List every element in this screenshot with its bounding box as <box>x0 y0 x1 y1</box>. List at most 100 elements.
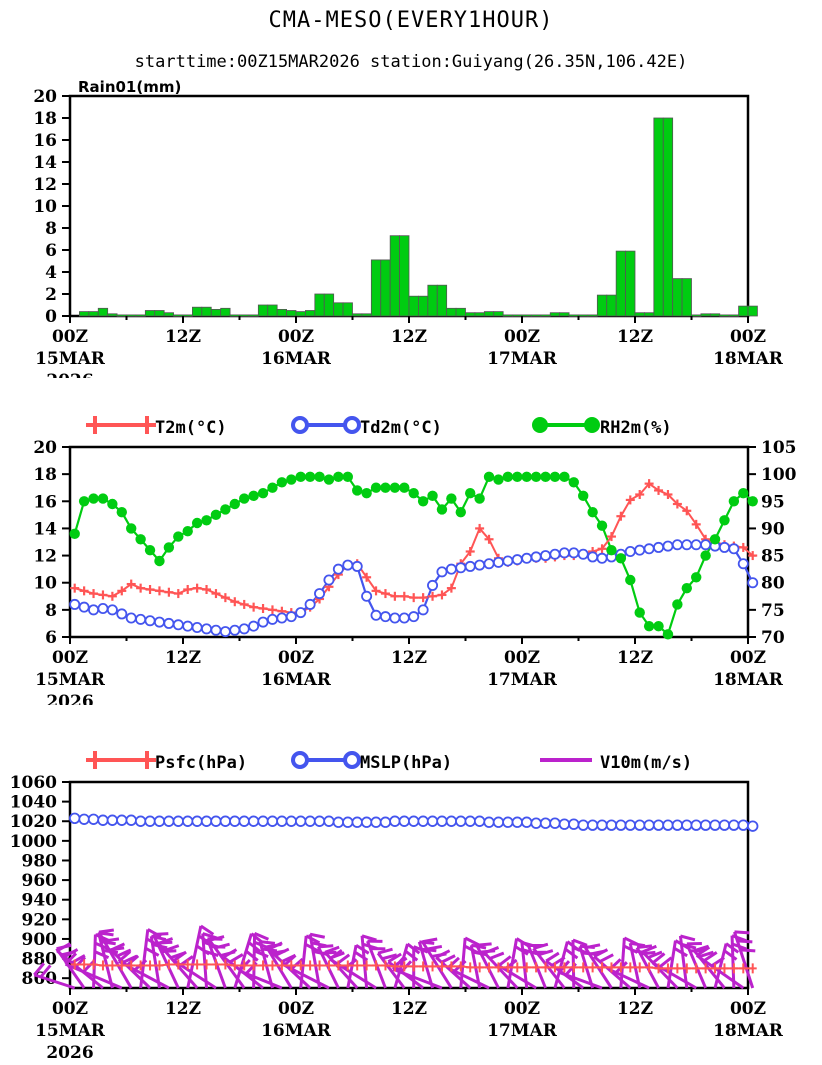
page-subtitle: starttime:00Z15MAR2026 station:Guiyang(2… <box>134 52 688 72</box>
y-tick-label: 10 <box>33 574 57 594</box>
rain-bar <box>163 312 174 317</box>
x-tick-label: 12Z <box>391 648 427 668</box>
rain-bar <box>239 314 250 317</box>
rain-bar <box>502 314 513 317</box>
y-tick-label: 20 <box>33 87 57 107</box>
series-line <box>73 475 754 637</box>
rain-bar <box>380 259 391 317</box>
temp-chart-svg: T2m(°C) Td2m(°C) RH2m(%) 6 8 10 12 14 16 18 20 70 75… <box>33 416 797 705</box>
rain-bar <box>267 304 278 317</box>
x-year-label: 2026 <box>46 692 93 705</box>
y-tick-label: 920 <box>22 910 58 930</box>
x-tick-label: 00Z <box>504 648 540 668</box>
y-tick-label: 8 <box>45 601 57 621</box>
y-tick-label-right: 100 <box>761 465 797 485</box>
x-day-label: 18MAR <box>713 349 784 369</box>
x-tick-label: 00Z <box>52 327 88 347</box>
legend-item-td2m: Td2m(°C) <box>291 416 442 438</box>
y-tick-label: 8 <box>45 219 57 239</box>
rain-bar <box>662 117 674 317</box>
legend-label: V10m(m/s) <box>600 753 692 773</box>
x-tick-label: 00Z <box>52 999 88 1019</box>
rain-bar <box>361 313 372 317</box>
rain-bar <box>305 310 316 317</box>
pressure-chart-svg: Psfc(hPa) MSLP(hPa) V10m(m/s)8608809009209… <box>10 751 784 1060</box>
legend-item-rh2m: RH2m(%) <box>532 417 672 438</box>
rain-bar <box>436 284 448 317</box>
y-tick-label: 980 <box>22 851 58 871</box>
rain-bar <box>653 117 664 317</box>
rain-bar <box>107 313 118 317</box>
x-day-label: 17MAR <box>487 670 558 690</box>
x-day-label: 18MAR <box>713 1021 784 1041</box>
x-tick-label: 12Z <box>165 648 201 668</box>
rh2m-markers <box>69 471 758 640</box>
y-tick-label: 4 <box>45 263 57 283</box>
rain-bar <box>709 313 721 317</box>
y-tick-label: 1040 <box>10 793 57 813</box>
rain-bar <box>625 250 636 317</box>
rain-bar <box>257 304 269 317</box>
rain-bar <box>465 312 476 317</box>
x-tick-label: 00Z <box>504 999 540 1019</box>
rain-bar <box>606 294 617 317</box>
y-tick-label-right: 105 <box>761 438 797 458</box>
rain-bar <box>540 314 551 317</box>
rain-bar <box>634 312 645 317</box>
y-tick-label: 20 <box>33 438 57 458</box>
y-tick-label: 1060 <box>10 773 57 793</box>
y-tick-label: 12 <box>33 175 57 195</box>
y-tick-label: 6 <box>45 628 57 648</box>
rain-bar <box>370 259 382 317</box>
rain-bar <box>229 314 240 317</box>
rain-bar <box>399 235 410 317</box>
rain-bar <box>389 235 400 317</box>
legend-label: T2m(°C) <box>155 418 227 438</box>
rain-bar <box>531 314 542 317</box>
y-tick-label-right: 75 <box>761 601 785 621</box>
x-tick-label: 12Z <box>165 999 201 1019</box>
rain-bar <box>596 294 608 317</box>
rain-bar <box>681 278 692 317</box>
rain-bar <box>333 302 344 317</box>
rain-bar <box>154 310 165 317</box>
rain-bar <box>201 306 212 317</box>
pressure-panel: Psfc(hPa) MSLP(hPa) V10m(m/s) 860 880 900 920 9… <box>0 740 822 1060</box>
rain-bar <box>474 312 485 317</box>
legend-label: Psfc(hPa) <box>155 753 247 773</box>
td2m-markers <box>69 539 759 638</box>
x-tick-label: 12Z <box>617 648 653 668</box>
rain-bar <box>342 302 353 317</box>
rain-bar <box>295 311 306 317</box>
wind-barbs <box>33 924 756 990</box>
page-title: CMA-MESO(EVERY1HOUR) <box>268 8 554 33</box>
rain-bar <box>182 314 193 317</box>
rain-bar <box>691 314 702 317</box>
y-tick-label-right: 70 <box>761 628 785 648</box>
x-day-label: 16MAR <box>261 670 332 690</box>
legend-item-mslp: MSLP(hPa) <box>291 751 452 773</box>
rain-bar <box>192 306 203 317</box>
x-day-label: 15MAR <box>35 1021 106 1041</box>
x-day-label: 17MAR <box>487 1021 558 1041</box>
x-tick-label: 12Z <box>391 999 427 1019</box>
rain-bar <box>286 310 297 317</box>
rain-bar <box>738 305 749 317</box>
rain-bar <box>719 314 730 317</box>
rain-bar <box>210 308 222 317</box>
legend-label: RH2m(%) <box>600 418 672 438</box>
y-tick-label: 12 <box>33 547 57 567</box>
y-tick-label: 6 <box>45 241 57 261</box>
rain-bar <box>79 311 90 317</box>
rain-bar <box>578 314 589 317</box>
x-tick-label: 00Z <box>278 327 314 347</box>
y-tick-label: 1020 <box>10 812 57 832</box>
rain-bar <box>512 314 523 317</box>
y-tick-label-right: 85 <box>761 547 785 567</box>
y-tick-label: 10 <box>33 197 57 217</box>
rain-bar <box>427 284 438 317</box>
legend-item-psfc: Psfc(hPa) <box>86 751 247 773</box>
legend-item-v10m: V10m(m/s) <box>540 753 692 773</box>
y-tick-label-right: 80 <box>761 574 785 594</box>
rain-bar <box>126 314 137 317</box>
